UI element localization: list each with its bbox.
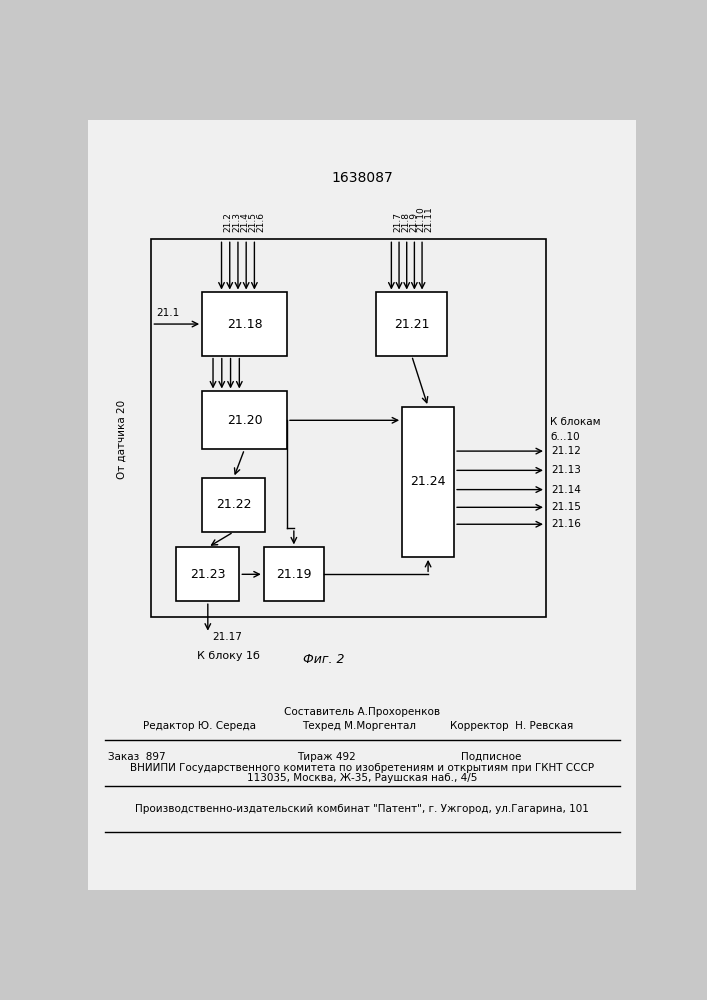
Bar [176,547,240,601]
Text: Фиг. 2: Фиг. 2 [303,653,345,666]
Text: Тираж 492: Тираж 492 [297,752,356,762]
Bar [202,391,287,449]
Text: 21.19: 21.19 [276,568,312,581]
Text: 21.15: 21.15 [551,502,581,512]
Text: Подписное: Подписное [461,752,521,762]
Bar [264,547,324,601]
Text: 21.14: 21.14 [551,485,581,495]
Text: 113035, Москва, Ж-35, Раушская наб., 4/5: 113035, Москва, Ж-35, Раушская наб., 4/5 [247,773,477,783]
Text: К блокам: К блокам [550,417,601,427]
Text: 21.18: 21.18 [227,318,262,331]
Text: 21.16: 21.16 [551,519,581,529]
Text: 21.23: 21.23 [190,568,226,581]
Text: 21.3: 21.3 [232,212,241,232]
Text: 21.24: 21.24 [410,475,446,488]
Text: К блоку 1б: К блоку 1б [197,651,259,661]
Text: Заказ  897: Заказ 897 [107,752,165,762]
Bar [151,239,546,617]
Text: 21.8: 21.8 [402,212,410,232]
Text: Корректор  Н. Ревская: Корректор Н. Ревская [450,721,573,731]
Text: Техред М.Моргентал: Техред М.Моргентал [302,721,416,731]
Text: 21.10: 21.10 [416,206,426,232]
Text: 21.6: 21.6 [257,212,266,232]
Text: 21.2: 21.2 [223,212,233,232]
Text: Редактор Ю. Середа: Редактор Ю. Середа [144,721,256,731]
Bar [202,478,265,532]
Text: Производственно-издательский комбинат "Патент", г. Ужгород, ул.Гагарина, 101: Производственно-издательский комбинат "П… [136,804,589,814]
Text: ВНИИПИ Государственного комитета по изобретениям и открытиям при ГКНТ СССР: ВНИИПИ Государственного комитета по изоб… [130,763,595,773]
Text: 21.20: 21.20 [227,414,262,427]
Text: 21.11: 21.11 [424,206,433,232]
Bar [402,407,454,557]
Text: 21.1: 21.1 [156,308,179,318]
Text: 21.5: 21.5 [248,212,257,232]
Text: 21.7: 21.7 [394,212,402,232]
Text: 21.13: 21.13 [551,465,581,475]
Text: Составитель А.Прохоренков: Составитель А.Прохоренков [284,707,440,717]
Bar [376,292,448,356]
Text: б...10: б...10 [550,432,580,442]
Text: 21.4: 21.4 [240,212,249,232]
Text: 21.17: 21.17 [212,632,242,642]
Text: 21.12: 21.12 [551,446,581,456]
Bar [202,292,287,356]
Text: 21.9: 21.9 [409,212,418,232]
Text: 21.22: 21.22 [216,498,251,512]
Text: 1638087: 1638087 [332,171,393,185]
Text: 21.21: 21.21 [394,318,429,331]
Text: От датчика 20: От датчика 20 [116,400,127,479]
